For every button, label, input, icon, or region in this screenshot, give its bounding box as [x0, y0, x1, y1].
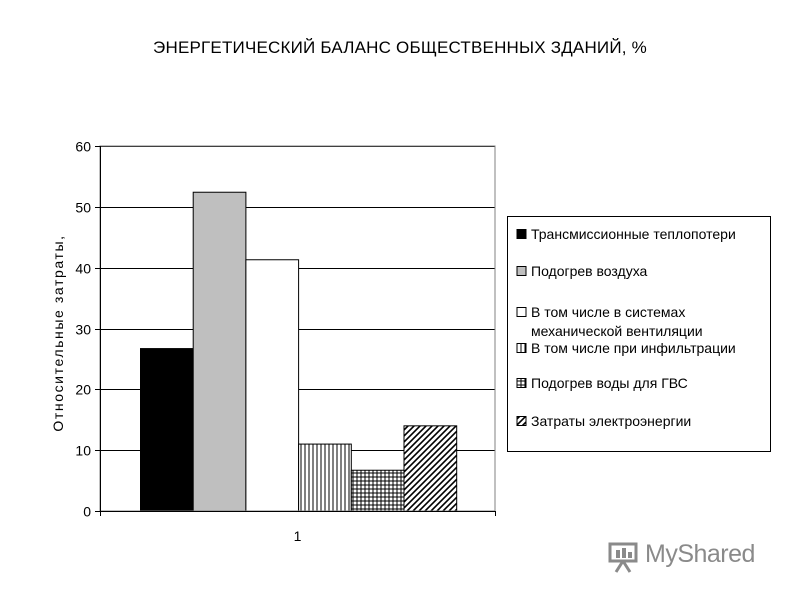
- bar-5: [350, 469, 405, 512]
- watermark-text: MyShared: [645, 540, 755, 568]
- y-tick-label: 60: [75, 139, 91, 155]
- legend-box: [507, 216, 771, 452]
- y-axis-label: Относительные затраты,: [50, 234, 66, 431]
- legend-swatch-3: [516, 307, 527, 317]
- legend-label-1: Трансмиссионные теплопотери: [531, 226, 736, 242]
- x-tick-label: 1: [294, 528, 302, 544]
- y-tick-label: 20: [75, 382, 91, 398]
- y-tick-label: 0: [83, 504, 91, 520]
- legend-swatch-4: [516, 343, 527, 353]
- bar-2: [192, 191, 247, 512]
- y-tick-label: 40: [75, 261, 91, 277]
- y-tick-label: 30: [75, 322, 91, 338]
- bar-4: [298, 443, 352, 512]
- legend-swatch-1: [516, 229, 527, 239]
- legend-swatch-6: [516, 416, 527, 426]
- chart-title: ЭНЕРГЕТИЧЕСКИЙ БАЛАНС ОБЩЕСТВЕННЫХ ЗДАНИ…: [153, 38, 647, 57]
- legend-label-6: Затраты электроэнергии: [531, 413, 691, 429]
- legend-label-5: Подогрев воды для ГВС: [531, 375, 688, 391]
- bar-6: [403, 425, 458, 512]
- legend-label-2: Подогрев воздуха: [531, 263, 648, 279]
- legend-swatch-2: [516, 266, 527, 276]
- bar-1: [140, 348, 194, 512]
- legend-label-3: В том числе в системах: [531, 304, 685, 320]
- y-tick-label: 10: [75, 443, 91, 459]
- legend-label-3: механической вентиляции: [531, 323, 703, 339]
- watermark: MyShared: [607, 536, 767, 576]
- legend-swatch-5: [516, 378, 527, 388]
- y-tick-label: 50: [75, 200, 91, 216]
- bar-3: [245, 259, 300, 512]
- legend-label-4: В том числе при инфильтрации: [531, 340, 736, 356]
- presentation-board-icon: [608, 542, 638, 573]
